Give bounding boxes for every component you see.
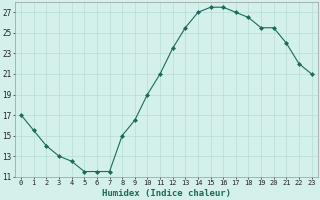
X-axis label: Humidex (Indice chaleur): Humidex (Indice chaleur) [102, 189, 231, 198]
